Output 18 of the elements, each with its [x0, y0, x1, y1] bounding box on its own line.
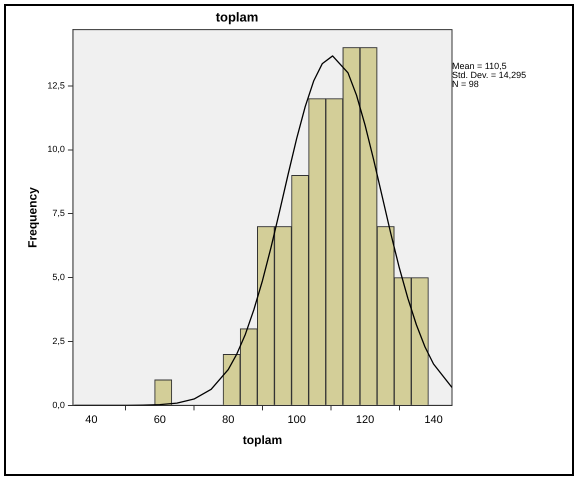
- annotation: Std. Dev. = 14,295: [452, 70, 526, 80]
- y-tick-label: 5,0: [52, 272, 65, 282]
- chart-title: toplam: [216, 9, 258, 24]
- y-axis-title: Frequency: [26, 186, 40, 248]
- x-axis-title: toplam: [242, 433, 282, 448]
- x-tick-label: 140: [424, 414, 443, 426]
- x-tick-label: 120: [356, 414, 374, 426]
- x-tick-label: 40: [85, 414, 98, 426]
- x-tick-label: 80: [222, 414, 234, 426]
- annotation: N = 98: [452, 79, 480, 89]
- annotation: Mean = 110,5: [452, 61, 508, 71]
- y-tick-label: 0,0: [52, 400, 65, 410]
- y-tick-label: 2,5: [52, 336, 65, 346]
- x-tick-label: 60: [154, 414, 166, 426]
- y-tick-label: 12,5: [47, 80, 65, 90]
- y-tick-label: 7,5: [52, 208, 65, 218]
- x-tick-label: 100: [287, 414, 306, 426]
- y-tick-label: 10,0: [47, 144, 65, 154]
